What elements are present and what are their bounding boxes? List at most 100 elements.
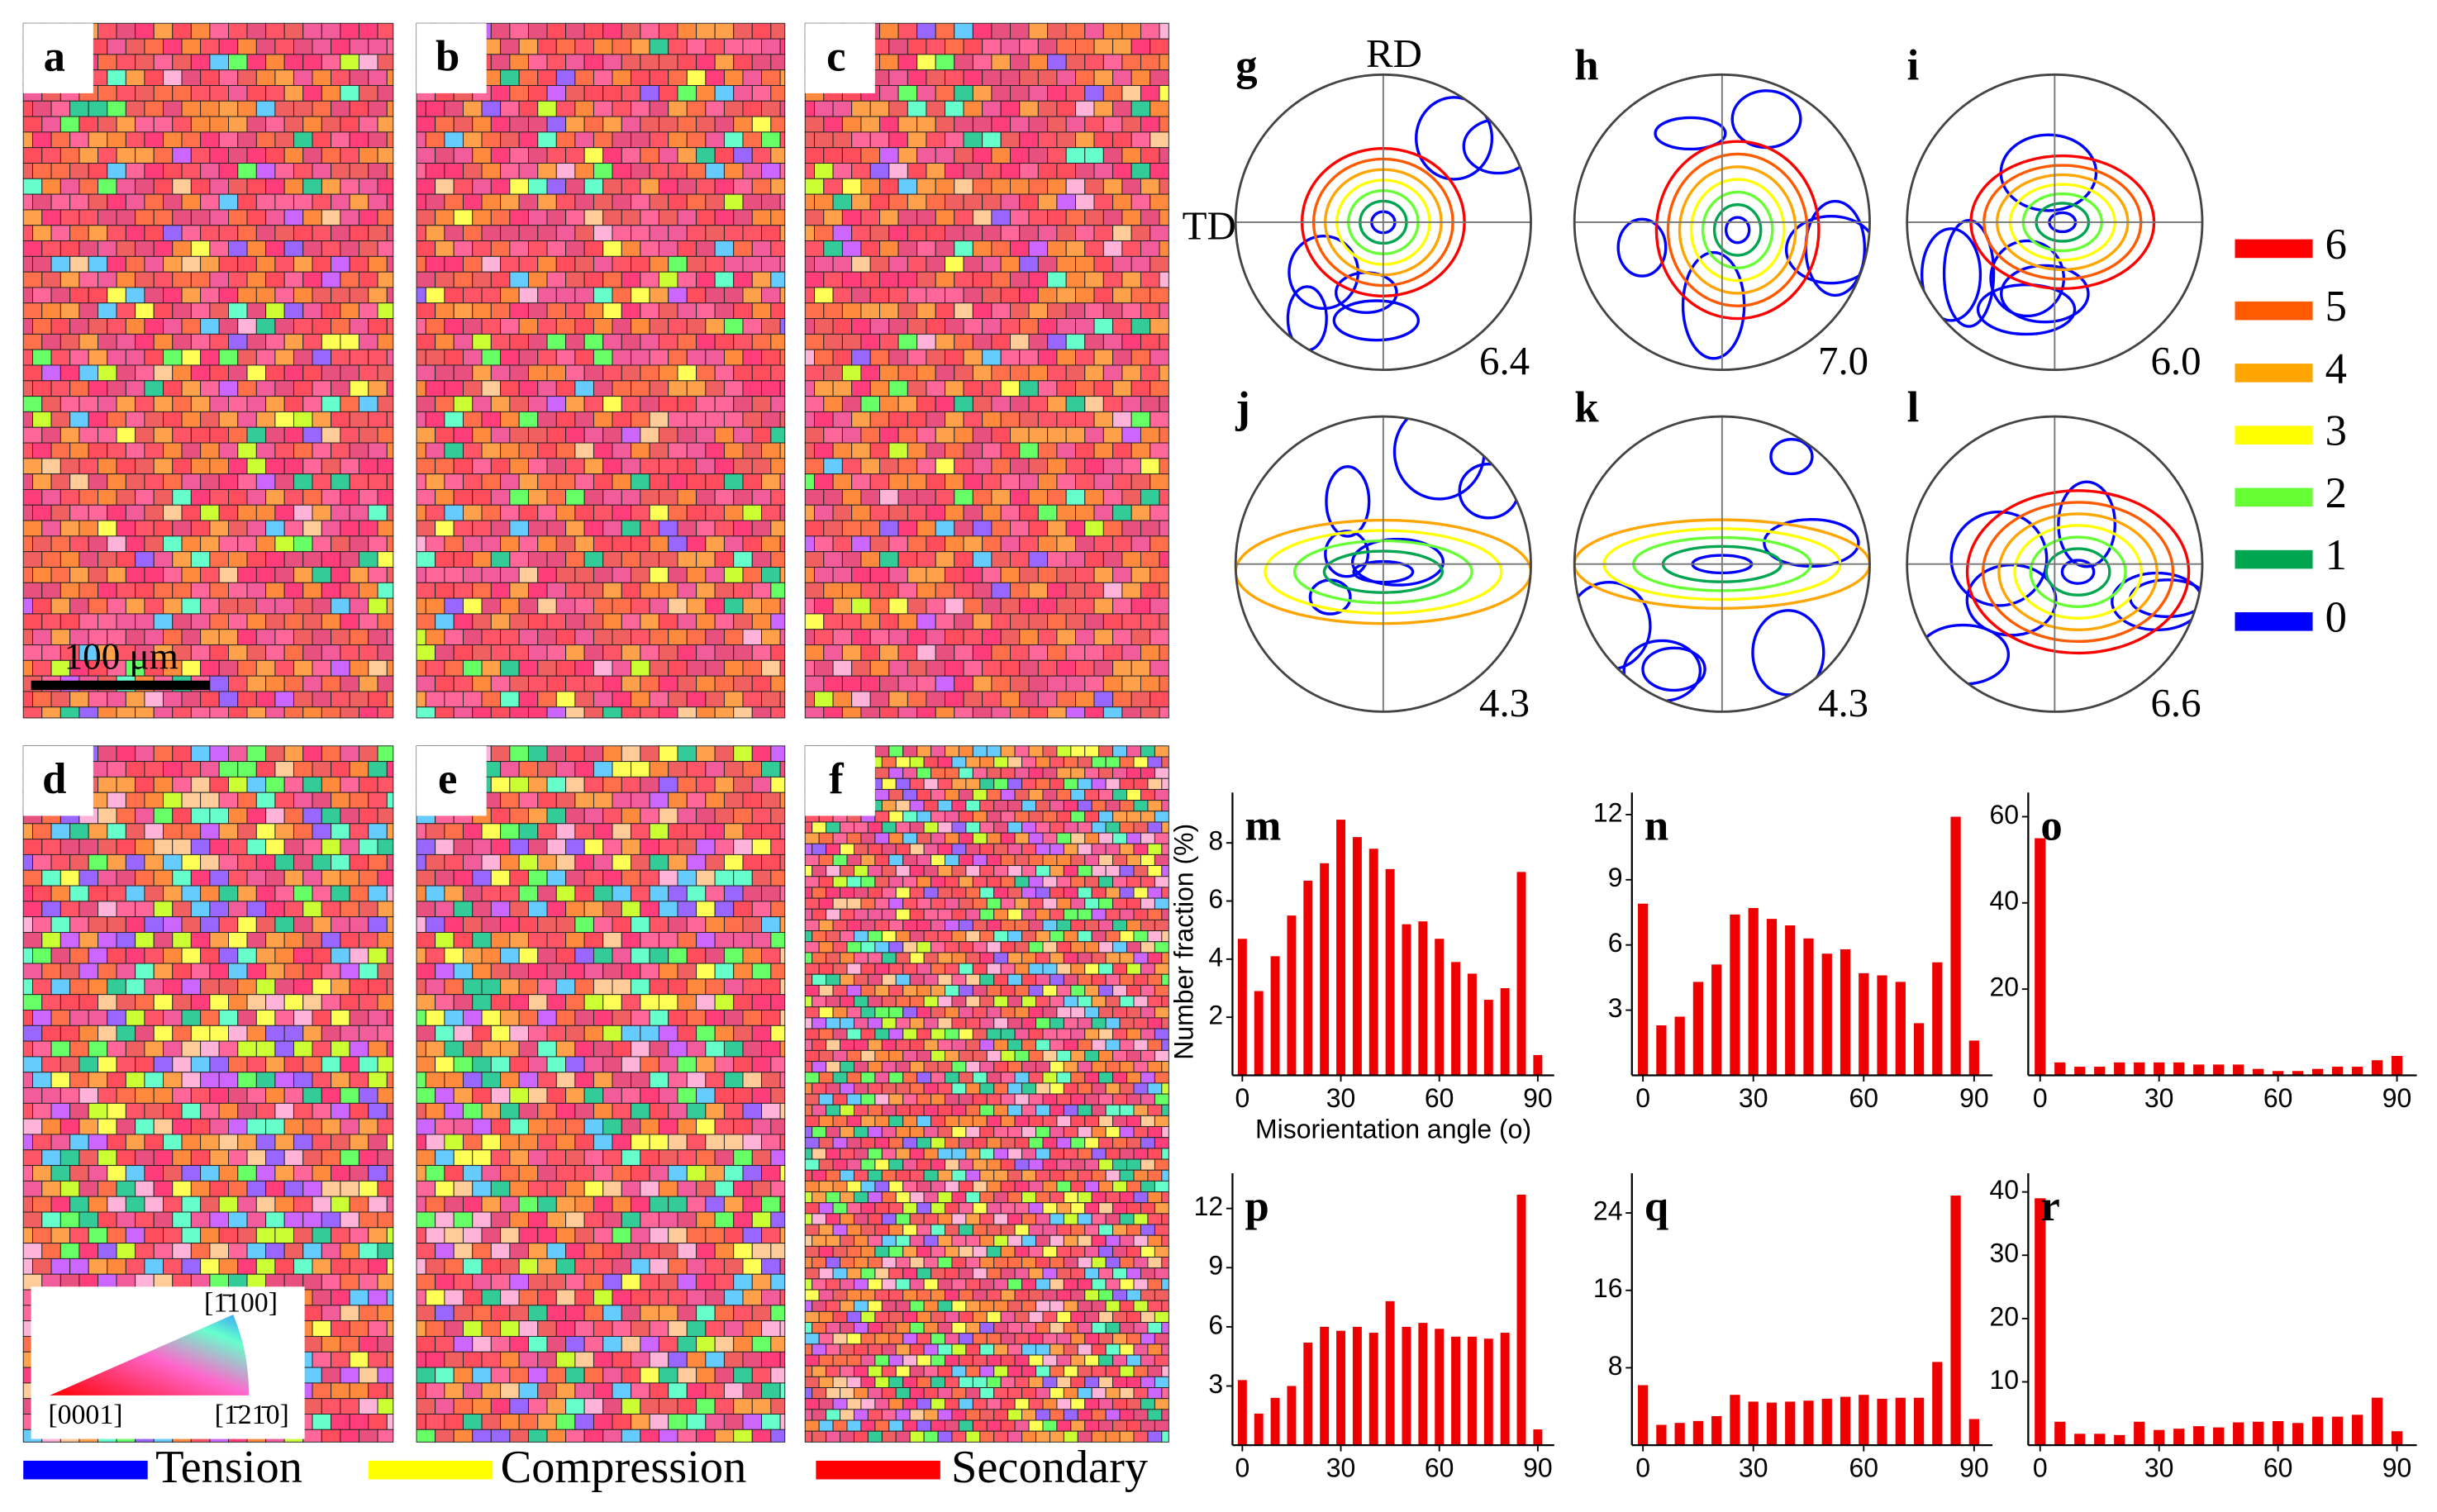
grain [602,84,622,102]
grain [153,1243,174,1259]
grain [368,1196,388,1213]
grain [246,745,267,763]
grain [1028,364,1049,382]
grain [500,629,520,645]
grain [425,193,445,211]
grain [1105,756,1121,768]
grain [814,659,834,677]
grain [1047,706,1067,719]
grain [218,853,239,871]
grain [246,209,267,226]
grain [472,644,492,661]
grain [135,22,155,40]
grain [265,807,285,825]
grain [888,349,908,366]
grain [462,163,483,179]
grain [779,916,786,933]
grain [888,659,908,677]
grain [705,1040,725,1058]
grain [574,1351,594,1368]
grain [500,504,520,521]
grain [804,116,825,133]
grain [312,1414,332,1430]
grain [1000,287,1021,304]
grain [761,947,781,964]
grain [770,426,786,444]
grain [377,551,394,568]
grain [696,147,716,164]
grain [916,147,936,164]
grain [1028,22,1049,40]
grain [107,69,126,86]
grain [546,333,567,350]
grain [723,1320,744,1337]
grain [945,225,964,242]
grain [265,901,285,918]
grain [677,1149,697,1167]
grain [840,887,854,899]
grain [621,1243,641,1259]
grain [593,1320,613,1337]
grain [107,885,126,902]
grain [472,706,492,719]
grain [686,1196,707,1213]
grain [804,567,815,583]
grain [1133,843,1149,855]
grain [527,1118,548,1135]
grain [602,1273,622,1291]
grain [283,426,304,444]
grain [416,1227,426,1244]
grain [1077,777,1092,790]
grain [621,54,641,71]
grain [705,1414,725,1430]
grain [851,597,871,615]
grain [658,994,678,1010]
grain [153,1149,174,1167]
grain [986,811,1002,823]
grain [923,887,939,899]
grain [200,535,220,553]
grain [1042,853,1058,867]
grain [386,100,394,117]
grain [312,885,332,902]
grain [1093,193,1114,211]
grain [200,1258,220,1275]
grain [481,1102,502,1120]
grain [358,1087,378,1104]
grain [218,69,239,86]
grain [500,978,520,996]
grain [237,1258,257,1275]
grain [331,380,350,397]
grain [640,22,659,40]
grain [107,131,126,149]
grain [954,426,973,444]
grain [658,1335,678,1353]
grain [537,163,557,179]
grain [649,1010,669,1026]
grain [453,364,474,382]
grain [368,1040,388,1058]
grain [172,994,192,1010]
grain [602,706,622,719]
grain [312,38,332,55]
grain [631,131,650,149]
grain [218,885,239,902]
grain [509,209,529,226]
grain [945,38,964,55]
grain [546,901,567,918]
grain [742,504,763,521]
grain [1065,582,1086,599]
grain [368,131,388,149]
grain [144,1072,164,1089]
grain [444,1227,464,1244]
grain [22,551,43,568]
grain [1140,832,1155,844]
grain [377,1367,394,1384]
grain [612,411,632,428]
grain [41,1211,61,1229]
grain [274,69,294,86]
grain [602,776,622,793]
grain [462,1010,483,1026]
grain [696,302,716,320]
grain [1121,644,1141,661]
